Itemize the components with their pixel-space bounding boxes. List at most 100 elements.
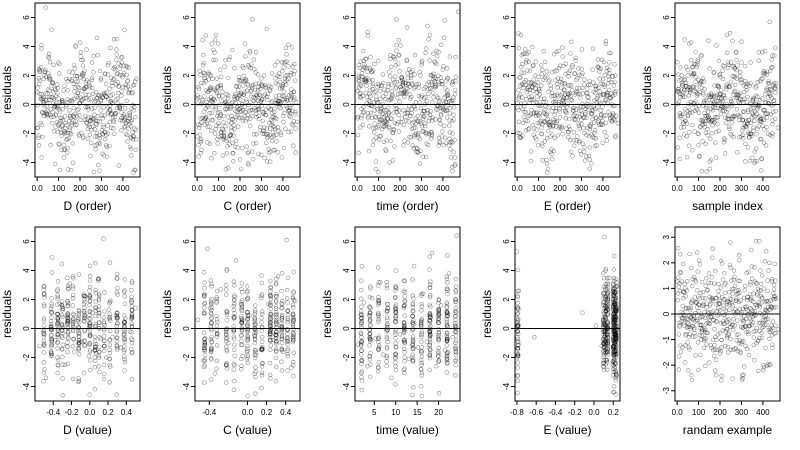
- data-point: [692, 295, 697, 300]
- data-point: [572, 71, 578, 76]
- y-tick-label: -2: [182, 353, 191, 361]
- data-point: [691, 85, 696, 90]
- data-point: [275, 82, 280, 87]
- data-point: [50, 255, 55, 260]
- data-point: [423, 130, 428, 135]
- data-point: [208, 85, 214, 90]
- data-point: [203, 33, 209, 38]
- data-point: [275, 59, 280, 64]
- data-point: [116, 90, 121, 96]
- data-point: [232, 353, 237, 358]
- data-point: [552, 118, 557, 123]
- data-point: [274, 132, 279, 138]
- data-point: [574, 89, 579, 94]
- data-point: [117, 66, 122, 71]
- data-point: [538, 63, 544, 68]
- data-point: [49, 94, 54, 100]
- data-point: [87, 83, 92, 88]
- data-point: [570, 153, 575, 159]
- data-point: [590, 46, 596, 51]
- data-point: [213, 57, 218, 63]
- data-point: [520, 95, 525, 100]
- data-point: [597, 93, 603, 98]
- data-point: [675, 246, 681, 251]
- data-point: [581, 125, 586, 131]
- data-point: [214, 123, 219, 128]
- data-point: [207, 72, 212, 77]
- y-tick-label: 2: [22, 297, 31, 302]
- data-point: [361, 58, 366, 63]
- data-point: [693, 353, 698, 358]
- data-point: [725, 60, 731, 65]
- data-point: [127, 87, 133, 92]
- data-point: [737, 117, 742, 123]
- data-point: [93, 121, 99, 126]
- data-point: [67, 113, 73, 119]
- data-point: [368, 93, 373, 99]
- data-point: [427, 32, 433, 37]
- data-point: [723, 343, 728, 349]
- data-point: [524, 51, 530, 56]
- data-point: [231, 159, 236, 164]
- data-point: [535, 94, 540, 99]
- data-point: [697, 81, 702, 87]
- data-point: [716, 58, 722, 64]
- data-point: [43, 375, 49, 380]
- data-point: [122, 301, 128, 306]
- data-point: [439, 134, 444, 139]
- data-point: [562, 81, 568, 86]
- data-point: [371, 138, 376, 143]
- data-point: [123, 120, 129, 126]
- data-point: [51, 96, 56, 101]
- data-point: [771, 98, 777, 103]
- data-point: [127, 110, 132, 116]
- data-point: [57, 121, 62, 126]
- data-point: [87, 263, 93, 268]
- data-point: [221, 136, 227, 141]
- data-point: [202, 380, 207, 385]
- data-point: [75, 107, 80, 113]
- data-point: [356, 78, 361, 83]
- data-point: [87, 367, 93, 373]
- data-point: [410, 277, 415, 282]
- data-point: [566, 74, 571, 79]
- data-point: [213, 32, 219, 38]
- data-point: [698, 117, 703, 123]
- data-point: [694, 85, 699, 90]
- data-point: [114, 36, 120, 42]
- data-point: [561, 63, 566, 69]
- data-point: [730, 376, 735, 381]
- data-point: [441, 64, 446, 69]
- data-point: [430, 118, 435, 123]
- data-point: [65, 283, 71, 288]
- data-point: [76, 85, 82, 91]
- data-point: [742, 122, 747, 128]
- data-point: [725, 116, 730, 121]
- data-point: [741, 109, 746, 114]
- data-point: [573, 58, 578, 63]
- data-point: [209, 128, 214, 134]
- data-point: [433, 364, 439, 369]
- y-tick-label: -4: [22, 158, 31, 166]
- data-point: [608, 50, 613, 56]
- data-point: [421, 128, 426, 134]
- data-point: [196, 143, 201, 148]
- x-tick-label: 400: [436, 184, 450, 193]
- data-point: [678, 94, 683, 100]
- data-point: [386, 97, 391, 103]
- data-point: [36, 66, 42, 72]
- data-point: [713, 155, 719, 160]
- data-point: [606, 74, 611, 79]
- data-point: [760, 123, 765, 129]
- data-point: [700, 90, 706, 96]
- data-point: [739, 134, 744, 139]
- data-point: [546, 89, 551, 94]
- data-point: [71, 62, 77, 68]
- data-point: [376, 114, 382, 120]
- data-point: [61, 142, 66, 148]
- data-point: [122, 277, 128, 282]
- data-point: [236, 107, 241, 112]
- data-point: [762, 91, 768, 97]
- data-point: [682, 323, 687, 328]
- data-point: [700, 118, 706, 124]
